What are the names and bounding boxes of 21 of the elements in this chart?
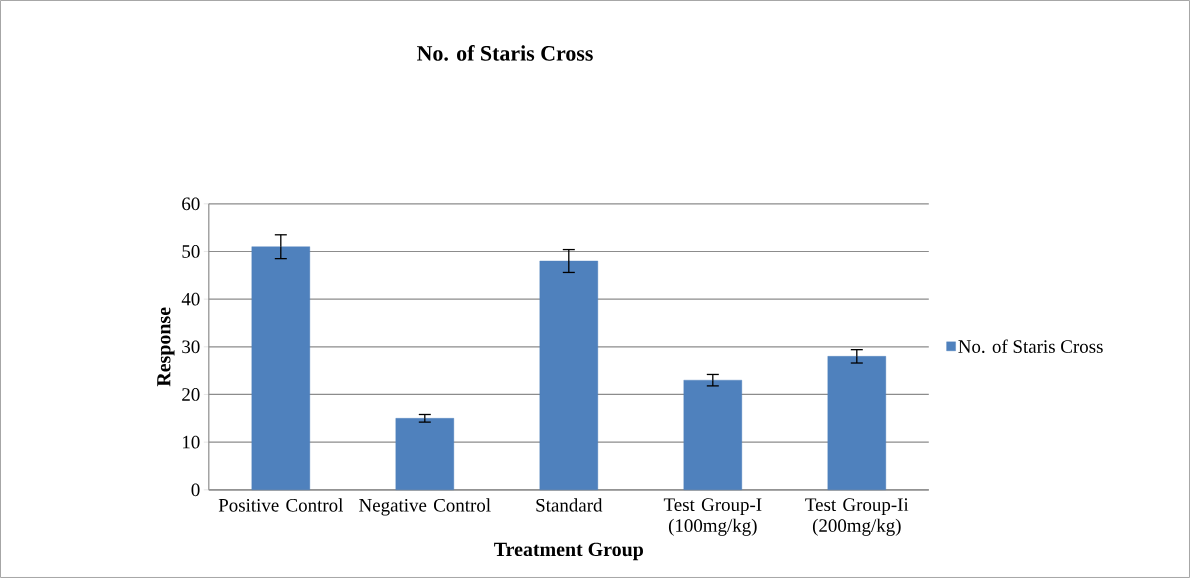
bar xyxy=(251,246,311,490)
x-tick-label: Test Group-I (100mg/kg) xyxy=(663,498,762,536)
chart-title: No. of Staris Cross xyxy=(417,45,593,61)
y-tick-label: 20 xyxy=(182,388,200,401)
y-tick-label: 30 xyxy=(182,340,200,354)
x-tick-label: Negative Control xyxy=(359,498,491,516)
x-tick-label: Standard xyxy=(536,498,603,512)
y-tick-label: 10 xyxy=(183,435,200,449)
bar xyxy=(395,418,455,490)
legend-label: No. of Staris Cross xyxy=(958,339,1103,353)
y-tick-label: 60 xyxy=(182,197,200,211)
bar xyxy=(539,260,599,490)
bar xyxy=(827,356,887,490)
x-axis-title: Treatment Group xyxy=(494,542,643,561)
y-tick-label: 0 xyxy=(191,483,200,497)
y-tick-label: 50 xyxy=(182,245,200,258)
x-tick-label: Positive Control xyxy=(218,498,343,512)
y-tick-label: 40 xyxy=(181,292,200,306)
x-tick-label: Test Group-Ii (200mg/kg) xyxy=(805,498,909,536)
y-axis-title: Response xyxy=(157,307,175,387)
bar xyxy=(683,379,743,490)
